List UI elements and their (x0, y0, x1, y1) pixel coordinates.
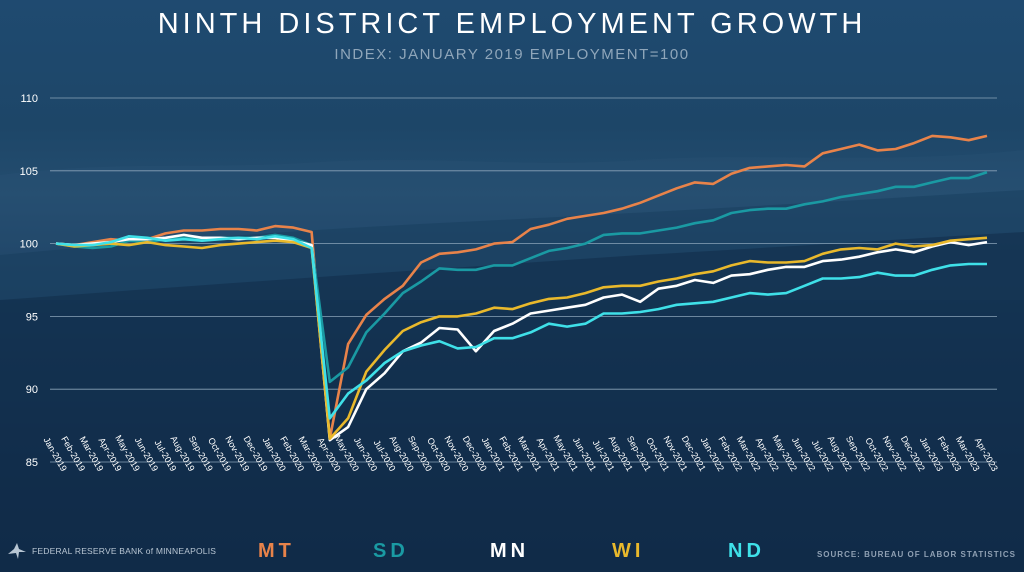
chart-subtitle: INDEX: JANUARY 2019 EMPLOYMENT=100 (334, 46, 690, 63)
legend-mt: MT (258, 540, 295, 562)
legend-mn: MN (490, 540, 530, 562)
series-lines (55, 134, 988, 442)
y-tick-label: 95 (26, 311, 38, 323)
x-axis-ticks: Jan-2019Feb-2019Mar-2019Apr-2019May-2019… (42, 433, 1000, 473)
y-tick-label: 85 (26, 457, 38, 469)
series-line-mt (55, 134, 988, 441)
y-tick-label: 90 (26, 384, 38, 396)
y-tick-label: 100 (20, 239, 38, 251)
series-line-wi (55, 236, 988, 441)
y-axis-ticks: 85 90 95 100 105 110 (20, 93, 38, 469)
legend-nd: ND (728, 540, 765, 562)
logo-text: FEDERAL RESERVE BANK of MINNEAPOLIS (32, 546, 217, 556)
y-tick-label: 105 (20, 166, 38, 178)
gridlines (50, 97, 997, 463)
series-line-nd (55, 235, 987, 420)
y-tick-label: 110 (20, 93, 38, 105)
fed-logo: FEDERAL RESERVE BANK of MINNEAPOLIS (6, 540, 216, 562)
series-line-mn (55, 233, 988, 442)
eagle-icon (8, 543, 26, 559)
chart-title: NINTH DISTRICT EMPLOYMENT GROWTH (157, 8, 867, 40)
source-note: SOURCE: BUREAU OF LABOR STATISTICS (816, 550, 1016, 559)
legend-sd: SD (373, 540, 409, 562)
legend: MT SD MN WI ND (0, 536, 1024, 566)
legend-wi: WI (612, 540, 645, 562)
